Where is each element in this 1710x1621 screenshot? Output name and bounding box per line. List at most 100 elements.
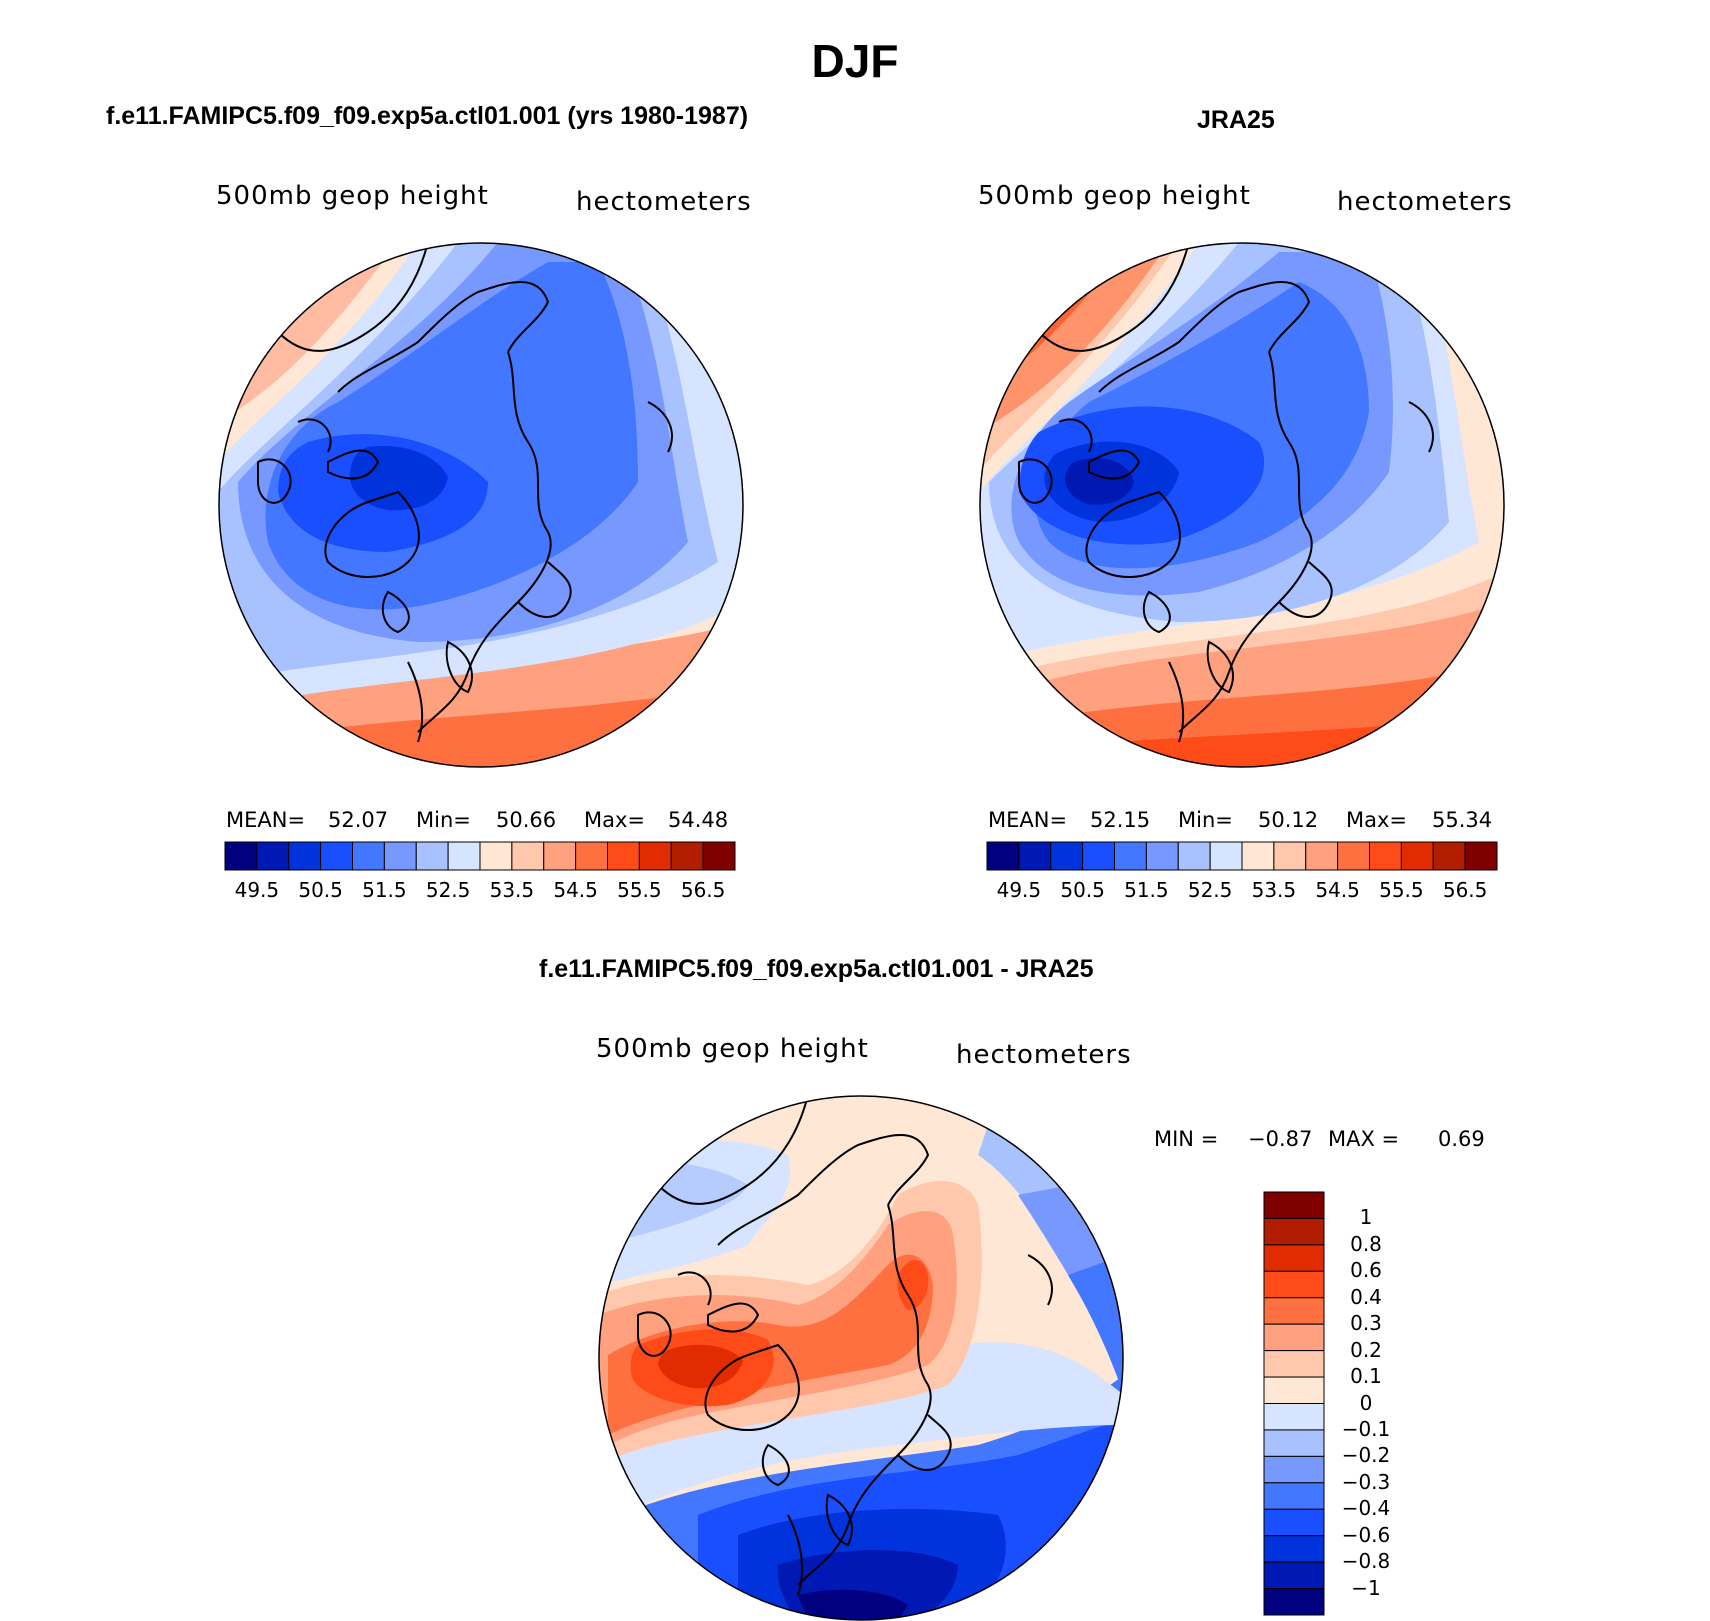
colorbar-tick-label: −1 bbox=[1351, 1575, 1381, 1600]
model-coastlines bbox=[257, 243, 673, 743]
colorbar-tick-label: 49.5 bbox=[996, 878, 1042, 902]
colorbar-swatch bbox=[1145, 841, 1179, 871]
colorbar-swatch bbox=[1263, 1429, 1325, 1457]
diff-variable-label: 500mb geop height bbox=[596, 1034, 869, 1064]
colorbar-swatch bbox=[1082, 841, 1115, 871]
obs-coastlines bbox=[1018, 243, 1434, 743]
colorbar-swatch bbox=[352, 841, 385, 871]
colorbar-swatch bbox=[1263, 1350, 1325, 1378]
colorbar-swatch bbox=[607, 841, 640, 871]
colorbar-swatch bbox=[447, 841, 481, 871]
colorbar-swatch bbox=[986, 841, 1020, 871]
colorbar-swatch bbox=[1400, 841, 1434, 871]
colorbar-swatch bbox=[1114, 841, 1147, 871]
colorbar-tick-label: 52.5 bbox=[1187, 878, 1233, 902]
colorbar-swatch bbox=[256, 841, 290, 871]
colorbar-swatch bbox=[1263, 1561, 1325, 1590]
colorbar-swatch bbox=[1263, 1323, 1325, 1352]
model-polar-map bbox=[218, 242, 744, 768]
model-max-label: Max= bbox=[584, 808, 646, 832]
colorbar-swatch bbox=[415, 841, 449, 871]
colorbar-swatch bbox=[479, 841, 513, 871]
colorbar-swatch bbox=[1337, 841, 1370, 871]
diff-colorbar bbox=[1263, 1191, 1325, 1616]
diff-panel-title: f.e11.FAMIPC5.f09_f09.exp5a.ctl01.001 - … bbox=[539, 955, 1094, 983]
colorbar-tick-label: 51.5 bbox=[1124, 878, 1169, 902]
model-min-value: 50.66 bbox=[496, 808, 557, 832]
colorbar-tick-label: 54.5 bbox=[1315, 878, 1360, 902]
colorbar-tick-label: 55.5 bbox=[1379, 878, 1424, 902]
colorbar-swatch bbox=[1177, 841, 1211, 871]
diff-units-label: hectometers bbox=[956, 1040, 1132, 1070]
colorbar-swatch bbox=[638, 841, 672, 871]
colorbar-tick-label: 0.4 bbox=[1350, 1284, 1382, 1309]
colorbar-tick-label: 56.5 bbox=[680, 878, 726, 902]
colorbar-swatch bbox=[320, 841, 353, 871]
obs-panel-title: JRA25 bbox=[1197, 106, 1275, 134]
colorbar-tick-label: 0.1 bbox=[1350, 1364, 1382, 1389]
colorbar-swatch bbox=[1050, 841, 1084, 871]
obs-min-value: 50.12 bbox=[1258, 808, 1319, 832]
colorbar-swatch bbox=[1263, 1191, 1325, 1219]
colorbar-tick-label: 0.6 bbox=[1350, 1258, 1382, 1283]
obs-units-label: hectometers bbox=[1337, 187, 1513, 217]
obs-mean-value: 52.15 bbox=[1090, 808, 1151, 832]
colorbar-tick-label: 54.5 bbox=[553, 878, 598, 902]
obs-mean-label: MEAN= bbox=[988, 808, 1068, 832]
colorbar-tick-label: 50.5 bbox=[298, 878, 343, 902]
obs-polar-map bbox=[979, 242, 1505, 768]
colorbar-tick-label: 0.8 bbox=[1350, 1231, 1382, 1256]
model-mean-label: MEAN= bbox=[226, 808, 306, 832]
colorbar-tick-label: 51.5 bbox=[362, 878, 407, 902]
colorbar-swatch bbox=[1263, 1244, 1325, 1272]
obs-colorbar bbox=[986, 841, 1498, 871]
colorbar-tick-label: 0.3 bbox=[1350, 1311, 1382, 1336]
colorbar-swatch bbox=[1263, 1217, 1325, 1246]
colorbar-tick-label: −0.6 bbox=[1341, 1522, 1391, 1547]
colorbar-swatch bbox=[1369, 841, 1402, 871]
obs-max-value: 55.34 bbox=[1432, 808, 1493, 832]
colorbar-swatch bbox=[288, 841, 322, 871]
colorbar-swatch bbox=[1263, 1455, 1325, 1484]
colorbar-swatch bbox=[1263, 1482, 1325, 1510]
colorbar-swatch bbox=[1273, 841, 1307, 871]
colorbar-tick-label: 1 bbox=[1359, 1205, 1373, 1230]
colorbar-swatch bbox=[670, 841, 704, 871]
colorbar-swatch bbox=[1464, 841, 1498, 871]
colorbar-swatch bbox=[1018, 841, 1052, 871]
colorbar-swatch bbox=[1263, 1403, 1325, 1431]
model-panel-title: f.e11.FAMIPC5.f09_f09.exp5a.ctl01.001 (y… bbox=[106, 102, 749, 130]
colorbar-swatch bbox=[1305, 841, 1339, 871]
diff-coastlines bbox=[637, 1096, 1053, 1596]
diff-min-value: −0.87 bbox=[1248, 1127, 1313, 1151]
obs-max-label: Max= bbox=[1346, 808, 1408, 832]
colorbar-swatch bbox=[1263, 1588, 1325, 1616]
colorbar-tick-label: 0 bbox=[1359, 1390, 1373, 1415]
colorbar-tick-label: 49.5 bbox=[234, 878, 280, 902]
colorbar-tick-label: −0.4 bbox=[1341, 1496, 1391, 1521]
colorbar-swatch bbox=[1263, 1535, 1325, 1563]
model-mean-value: 52.07 bbox=[328, 808, 389, 832]
colorbar-tick-label: −0.8 bbox=[1341, 1549, 1391, 1574]
diff-max-value: 0.69 bbox=[1438, 1127, 1485, 1151]
colorbar-tick-label: 52.5 bbox=[425, 878, 471, 902]
model-max-value: 54.48 bbox=[668, 808, 729, 832]
colorbar-swatch bbox=[383, 841, 417, 871]
colorbar-tick-label: 55.5 bbox=[617, 878, 662, 902]
model-min-label: Min= bbox=[416, 808, 471, 832]
colorbar-swatch bbox=[511, 841, 545, 871]
diff-max-label: MAX = bbox=[1328, 1127, 1400, 1151]
obs-min-label: Min= bbox=[1178, 808, 1233, 832]
colorbar-swatch bbox=[224, 841, 258, 871]
colorbar-swatch bbox=[1241, 841, 1275, 871]
diff-min-label: MIN = bbox=[1154, 1127, 1219, 1151]
model-units-label: hectometers bbox=[576, 187, 752, 217]
colorbar-swatch bbox=[1432, 841, 1466, 871]
colorbar-tick-label: 53.5 bbox=[489, 878, 535, 902]
colorbar-tick-label: 56.5 bbox=[1442, 878, 1488, 902]
model-colorbar bbox=[224, 841, 736, 871]
colorbar-swatch bbox=[1263, 1270, 1325, 1299]
figure-title: DJF bbox=[811, 35, 899, 87]
colorbar-tick-label: −0.2 bbox=[1341, 1443, 1391, 1468]
colorbar-tick-label: −0.3 bbox=[1341, 1469, 1391, 1494]
